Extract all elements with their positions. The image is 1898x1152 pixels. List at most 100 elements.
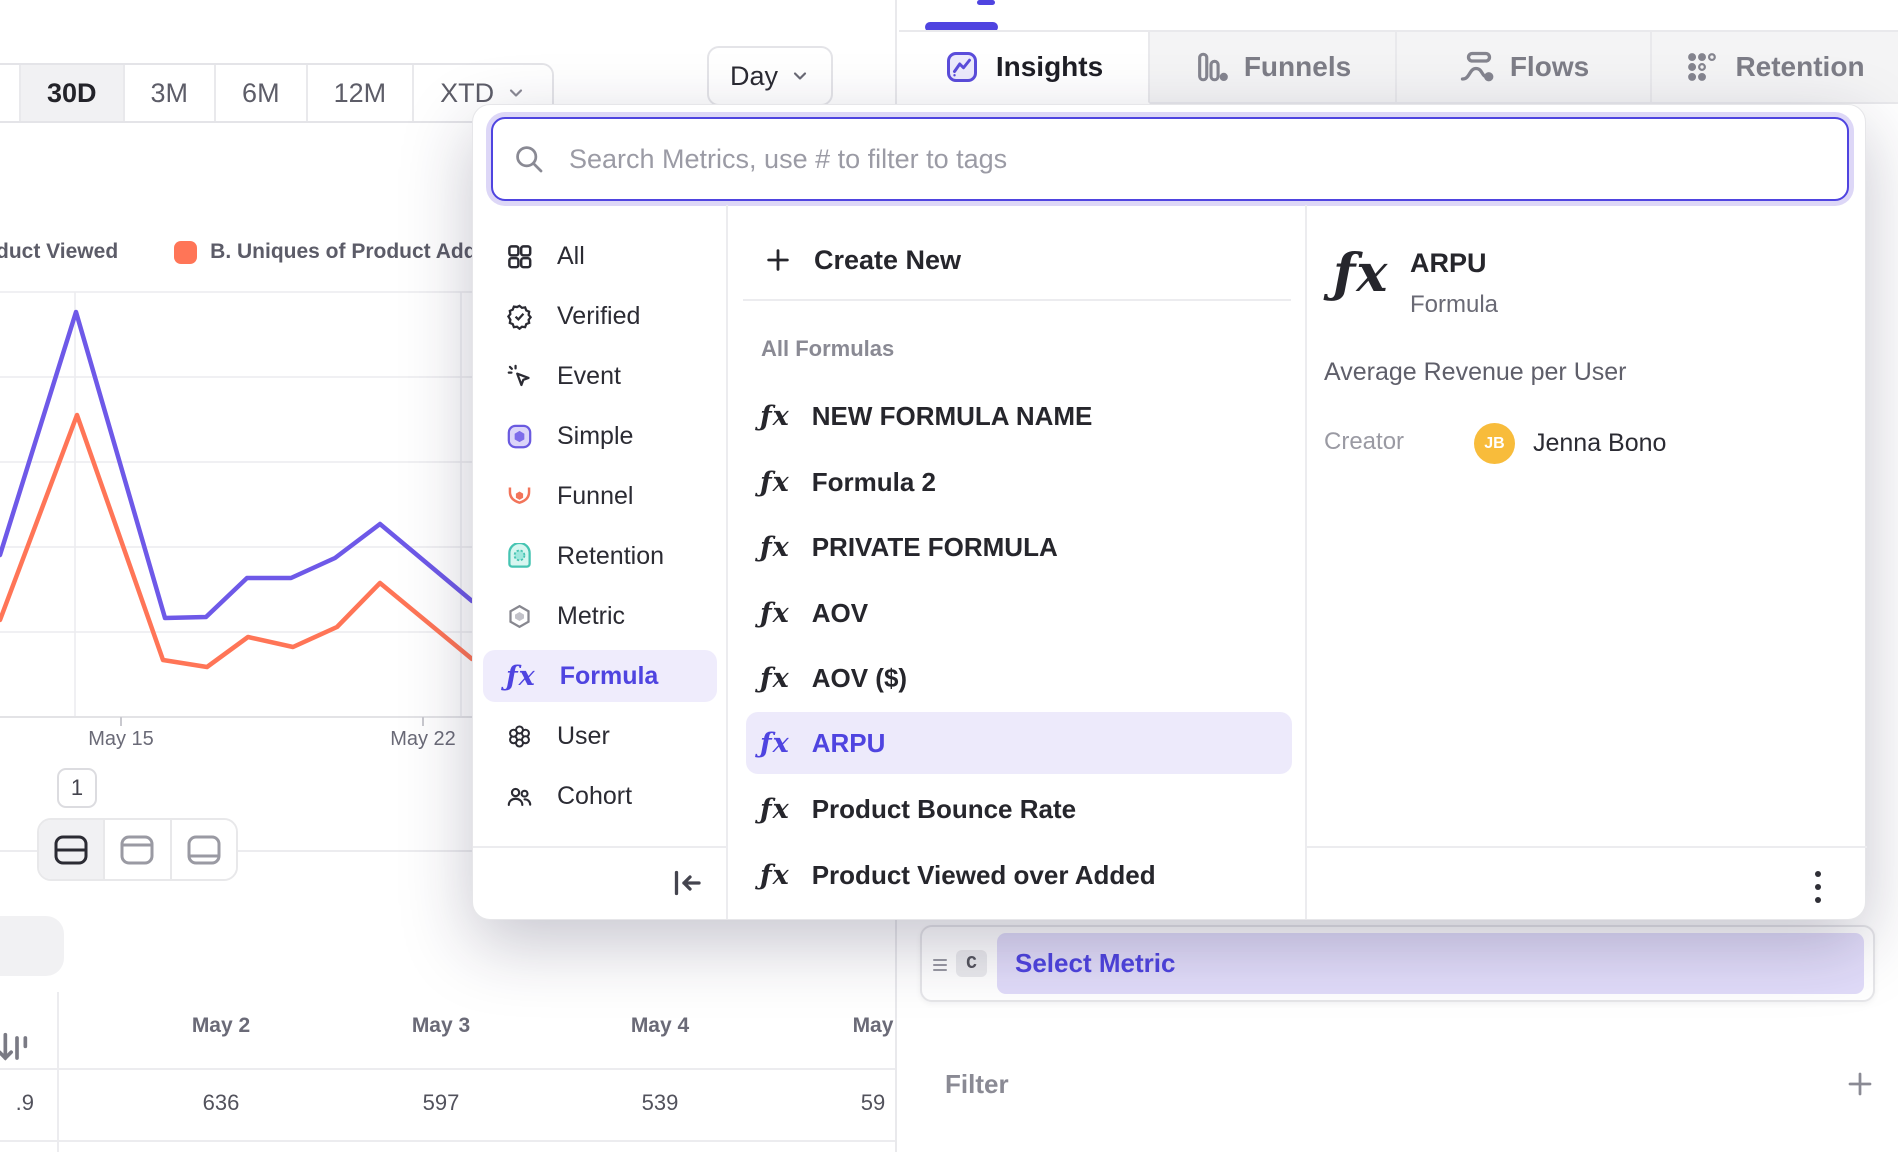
filter-label: Filter <box>945 1068 1009 1099</box>
tab-funnels[interactable]: Funnels <box>1150 32 1397 102</box>
tab-label: Insights <box>995 51 1104 82</box>
table-header-may3[interactable]: May 3 <box>411 1014 471 1037</box>
formula-item[interactable]: ƒx Product Viewed over Added <box>746 844 1292 906</box>
tab-retention[interactable]: Retention <box>1652 32 1898 102</box>
category-label: Simple <box>557 421 634 450</box>
category-retention[interactable]: Retention <box>483 530 717 582</box>
plus-icon <box>767 249 789 271</box>
time-range-6m[interactable]: 6M <box>216 65 308 121</box>
report-type-tabbar: Insights Funnels Flows Retention <box>899 30 1898 104</box>
active-tab-indicator <box>925 22 998 32</box>
add-filter-button[interactable] <box>1845 1069 1875 1099</box>
category-label: User <box>557 721 610 750</box>
legend-item-a[interactable]: duct Viewed <box>0 240 119 263</box>
time-range-cut-segment[interactable] <box>0 65 21 121</box>
metric-letter-badge: C <box>956 950 987 977</box>
time-range-12m[interactable]: 12M <box>307 65 415 121</box>
formula-label: ARPU <box>811 727 886 758</box>
formula-item[interactable]: ƒx Product Bounce Rate <box>746 778 1292 840</box>
formula-item[interactable]: ƒx NEW FORMULA NAME <box>746 385 1292 447</box>
category-label: Verified <box>557 301 641 330</box>
category-user[interactable]: User <box>483 710 717 762</box>
collapse-sidebar-icon[interactable] <box>669 865 705 901</box>
series-line-product-viewed[interactable] <box>0 309 473 621</box>
formula-label: Product Bounce Rate <box>811 793 1077 824</box>
creator-label: Creator <box>1324 428 1405 455</box>
series-line-product-added[interactable] <box>0 412 473 670</box>
category-label: Event <box>557 361 621 390</box>
creator-name: Jenna Bono <box>1533 429 1667 457</box>
line-chart[interactable] <box>0 270 473 730</box>
legend-item-b[interactable]: B. Uniques of Product Add <box>210 240 477 263</box>
sidebar-footer-divider <box>473 846 726 848</box>
all-grid-icon <box>508 244 532 268</box>
chevron-down-icon <box>510 89 523 97</box>
layout-header-button[interactable] <box>105 820 172 879</box>
create-new-divider <box>743 299 1291 301</box>
table-header-may4[interactable]: May 4 <box>630 1014 690 1037</box>
category-event[interactable]: Event <box>483 350 717 402</box>
fx-icon: ƒx <box>760 859 790 891</box>
tab-insights[interactable]: Insights <box>899 32 1150 104</box>
sort-descending-icon[interactable] <box>0 1028 32 1068</box>
table-cell-partial: .9 <box>15 1090 34 1115</box>
layout-split-horizontal-button[interactable] <box>39 820 106 879</box>
chart-gridlines <box>0 291 473 717</box>
category-label: Cohort <box>557 781 633 810</box>
layout-toggle-group <box>37 818 238 881</box>
tab-flows[interactable]: Flows <box>1397 32 1652 102</box>
layout-footer-icon <box>187 835 221 864</box>
table-header-may2[interactable]: May 2 <box>191 1014 251 1037</box>
simple-icon <box>507 424 532 448</box>
select-metric-button[interactable]: Select Metric <box>997 933 1864 994</box>
pagination-page-1[interactable]: 1 <box>57 768 97 808</box>
tab-label: Retention <box>1735 51 1865 82</box>
event-cursor-icon <box>507 364 530 386</box>
layout-header-icon <box>120 835 154 864</box>
fx-icon: ƒx <box>760 466 790 498</box>
formula-item[interactable]: ƒx Formula 2 <box>746 451 1292 513</box>
user-cluster-icon <box>509 724 530 748</box>
table-header-may5[interactable]: May <box>852 1014 894 1037</box>
formula-item[interactable]: ƒx AOV <box>746 582 1292 644</box>
more-options-kebab-icon[interactable] <box>1801 867 1835 907</box>
verified-badge-icon <box>506 303 533 330</box>
tab-label: Flows <box>1509 51 1590 82</box>
section-divider <box>0 850 895 852</box>
create-new-button[interactable]: Create New <box>764 237 1264 283</box>
sidebar-divider <box>726 205 728 919</box>
category-label: Formula <box>559 661 659 690</box>
filter-section: Filter <box>945 1058 1875 1110</box>
category-funnel[interactable]: Funnel <box>483 470 717 522</box>
granularity-dropdown[interactable]: Day <box>707 46 833 106</box>
time-range-30d[interactable]: 30D <box>21 65 125 121</box>
category-cohort[interactable]: Cohort <box>483 770 717 822</box>
category-formula[interactable]: ƒx Formula <box>483 650 717 702</box>
formula-label: NEW FORMULA NAME <box>811 400 1093 431</box>
retention-arch-icon <box>508 542 531 568</box>
time-range-3m[interactable]: 3M <box>124 65 217 121</box>
metric-picker-modal: All Verified Event Simple Funnel Retenti… <box>472 104 1867 920</box>
legend-swatch-b <box>174 240 198 264</box>
search-input[interactable] <box>491 117 1849 201</box>
category-metric[interactable]: Metric <box>483 590 717 642</box>
detail-footer-divider <box>1305 846 1867 848</box>
table-cell: 597 <box>422 1090 460 1115</box>
select-metric-label: Select Metric <box>1015 948 1176 978</box>
category-all[interactable]: All <box>483 230 717 282</box>
formula-label: PRIVATE FORMULA <box>811 531 1058 562</box>
category-simple[interactable]: Simple <box>483 410 717 462</box>
formula-item[interactable]: ƒx PRIVATE FORMULA <box>746 516 1292 578</box>
layout-footer-button[interactable] <box>171 820 236 879</box>
formula-item[interactable]: ƒx AOV ($) <box>746 647 1292 709</box>
table-column-divider <box>57 992 59 1152</box>
category-verified[interactable]: Verified <box>483 290 717 342</box>
detail-title: ARPU <box>1410 248 1487 278</box>
formula-item-arpu-selected[interactable]: ƒx ARPU <box>746 712 1292 774</box>
xtd-label: XTD <box>440 77 495 108</box>
category-label: Metric <box>557 601 626 630</box>
tab-indicator-fragment <box>977 0 995 5</box>
detail-divider <box>1305 205 1307 919</box>
drag-handle-icon[interactable] <box>931 954 949 974</box>
corner-chip[interactable] <box>0 916 64 976</box>
